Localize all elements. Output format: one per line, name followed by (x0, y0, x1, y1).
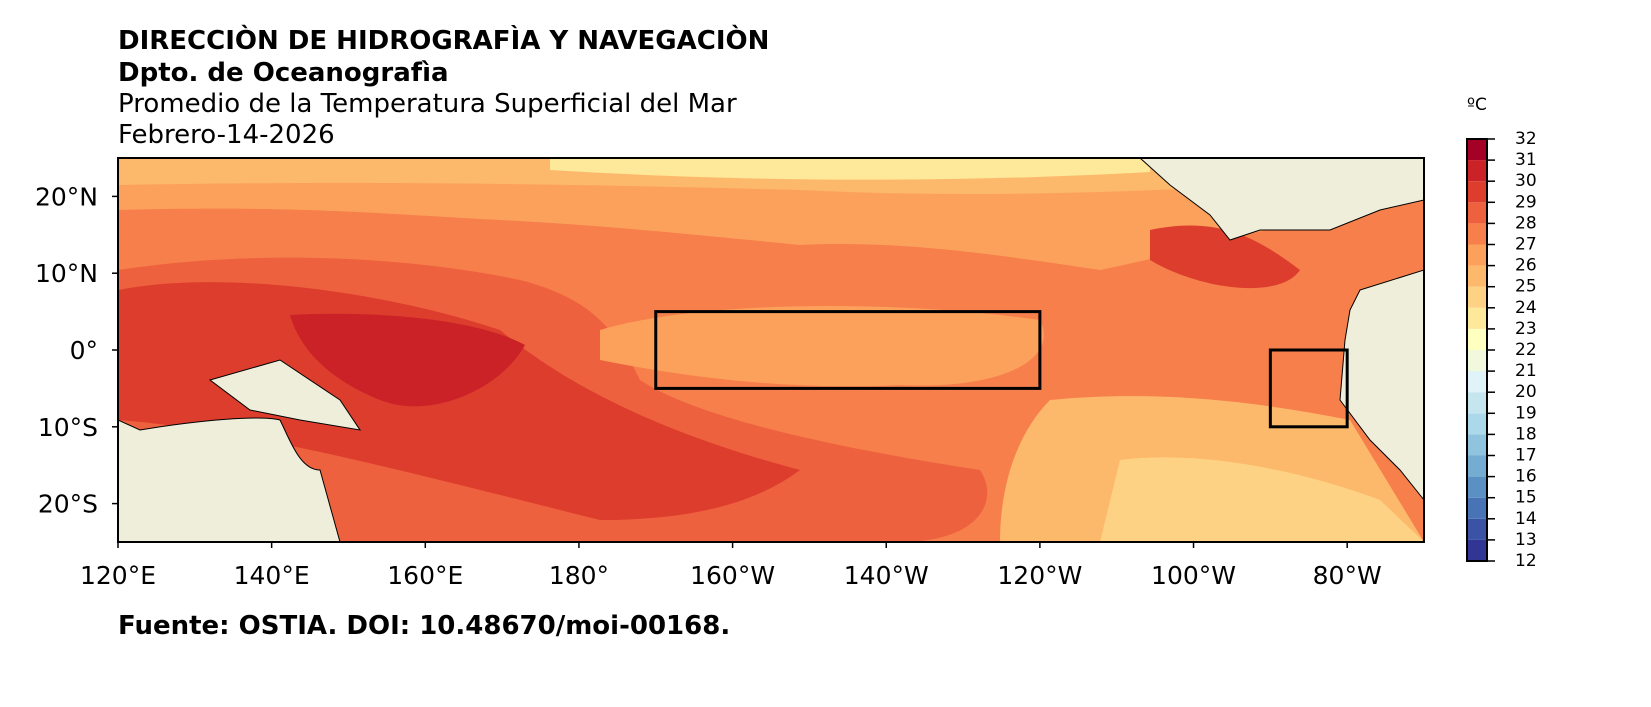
colorbar-segment (1467, 518, 1487, 540)
colorbar-tick-label: 24 (1515, 298, 1537, 318)
x-tick-label: 120°W (997, 561, 1082, 590)
colorbar-tick-label: 14 (1515, 509, 1537, 529)
colorbar-tick-label: 27 (1515, 235, 1537, 255)
colorbar-segment (1467, 265, 1487, 287)
colorbar-segment (1467, 202, 1487, 224)
colorbar-segment (1467, 455, 1487, 477)
colorbar-tick-label: 32 (1515, 129, 1537, 149)
colorbar-segment (1467, 181, 1487, 203)
colorbar-tick-label: 18 (1515, 424, 1537, 444)
colorbar-tick-label: 22 (1515, 340, 1537, 360)
region-box (1268, 348, 1349, 429)
y-tick-label: 20°S (38, 490, 98, 519)
colorbar-tick-label: 26 (1515, 256, 1537, 276)
x-tick-label: 120°E (80, 561, 156, 590)
y-tick-label: 10°N (35, 259, 98, 288)
colorbar-tick-label: 15 (1515, 488, 1537, 508)
x-tick-label: 80°W (1313, 561, 1382, 590)
colorbar-tick-label: 28 (1515, 213, 1537, 233)
colorbar-segment (1467, 328, 1487, 350)
source: Fuente: OSTIA. DOI: 10.48670/moi-00168. (118, 611, 730, 641)
y-tick-label: 10°S (38, 413, 98, 442)
x-tick-label: 140°E (234, 561, 310, 590)
x-tick-label: 160°W (690, 561, 775, 590)
colorbar-tick-label: 21 (1515, 361, 1537, 381)
colorbar-tick-label: 20 (1515, 382, 1537, 402)
colorbar-tick-label: 13 (1515, 530, 1537, 550)
colorbar-segment (1467, 476, 1487, 498)
x-tick-label: 180° (549, 561, 609, 590)
colorbar-segment (1467, 371, 1487, 393)
y-tick-label: 0° (70, 336, 98, 365)
x-tick-label: 100°W (1151, 561, 1236, 590)
colorbar-segment (1467, 307, 1487, 329)
subtitle: Dpto. de Oceanografìa (118, 58, 449, 88)
colorbar-tick-label: 31 (1515, 150, 1537, 170)
x-tick-label: 140°W (844, 561, 929, 590)
colorbar-tick-label: 30 (1515, 171, 1537, 191)
colorbar-segment (1467, 392, 1487, 414)
title: DIRECCIÒN DE HIDROGRAFÌA Y NAVEGACIÒN (118, 24, 769, 56)
colorbar-tick-label: 25 (1515, 277, 1537, 297)
colorbar-segment (1467, 413, 1487, 435)
x-tick-label: 160°E (387, 561, 463, 590)
colorbar-segment (1467, 497, 1487, 519)
colorbar-tick-label: 12 (1515, 551, 1537, 571)
colorbar-tick-label: 19 (1515, 403, 1537, 423)
colorbar-unit: ºC (1467, 95, 1487, 115)
y-tick-label: 20°N (35, 182, 98, 211)
colorbar-segment (1467, 223, 1487, 245)
sst-field (118, 158, 1424, 542)
colorbar-segment (1467, 286, 1487, 308)
colorbar-segment (1467, 434, 1487, 456)
colorbar-segment (1467, 160, 1487, 182)
colorbar-segment (1467, 139, 1487, 161)
colorbar-tick-label: 23 (1515, 319, 1537, 339)
colorbar-tick-label: 17 (1515, 446, 1537, 466)
colorbar-tick-label: 16 (1515, 467, 1537, 487)
date: Febrero-14-2026 (118, 120, 335, 150)
region-box (654, 310, 1042, 390)
colorbar-segment (1467, 244, 1487, 266)
colorbar-segment (1467, 350, 1487, 372)
description: Promedio de la Temperatura Superficial d… (118, 89, 737, 119)
colorbar-segment (1467, 539, 1487, 561)
colorbar-tick-label: 29 (1515, 192, 1537, 212)
